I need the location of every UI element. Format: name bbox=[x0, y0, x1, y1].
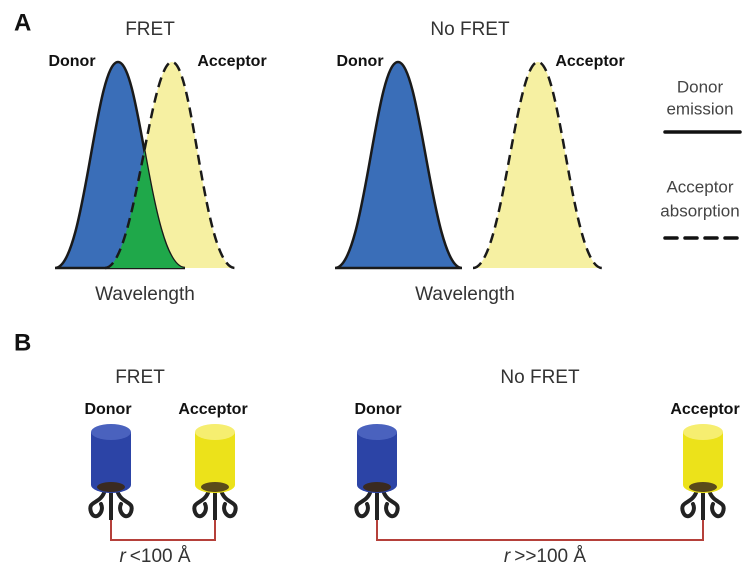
legend: Donor emission Acceptor absorption bbox=[660, 77, 742, 240]
legend-text: Donor bbox=[677, 77, 724, 96]
acceptor-spectrum bbox=[473, 62, 602, 268]
acceptor-outline bbox=[104, 60, 236, 270]
leg bbox=[115, 488, 134, 519]
acceptor-outline bbox=[472, 60, 603, 270]
donor-label: Donor bbox=[354, 401, 401, 418]
leg bbox=[707, 488, 726, 519]
axis-label: Wavelength bbox=[95, 284, 195, 305]
donor-label: Donor bbox=[48, 53, 95, 70]
cylinder-body bbox=[91, 432, 131, 493]
legend-text: emission bbox=[666, 99, 733, 118]
cylinder-body bbox=[357, 432, 397, 493]
leg bbox=[219, 488, 238, 519]
cylinder-base bbox=[97, 482, 125, 492]
leg bbox=[354, 488, 373, 519]
axis-label: Wavelength bbox=[415, 284, 515, 305]
distance-label: r >>100 Å bbox=[504, 546, 586, 567]
cylinder-base bbox=[689, 482, 717, 492]
panel-title: No FRET bbox=[430, 19, 510, 40]
cylinder-top bbox=[195, 424, 235, 440]
distance-value: <100 Å bbox=[130, 546, 191, 567]
cylinder-top bbox=[683, 424, 723, 440]
acceptor-label: Acceptor bbox=[197, 53, 266, 70]
distance-symbol: r bbox=[504, 546, 511, 567]
distance-symbol: r bbox=[119, 546, 126, 567]
donor-label: Donor bbox=[336, 53, 383, 70]
panel-label: A bbox=[14, 9, 31, 36]
legend-text: absorption bbox=[660, 201, 739, 220]
cylinder-top bbox=[91, 424, 131, 440]
acceptor-label: Acceptor bbox=[555, 53, 624, 70]
panel-title: No FRET bbox=[500, 367, 580, 388]
cylinder-top bbox=[357, 424, 397, 440]
cylinder-base bbox=[363, 482, 391, 492]
donor-label: Donor bbox=[84, 401, 131, 418]
cylinder-base bbox=[201, 482, 229, 492]
leg bbox=[88, 488, 107, 519]
donor-spectrum bbox=[334, 60, 463, 270]
acceptor-label: Acceptor bbox=[178, 401, 247, 418]
leg bbox=[680, 488, 699, 519]
molecules bbox=[88, 424, 726, 520]
panel-title: FRET bbox=[115, 367, 165, 388]
legend-text: Acceptor bbox=[666, 177, 733, 196]
distance-label: r <100 Å bbox=[119, 546, 190, 567]
distance-value: >>100 Å bbox=[514, 546, 586, 567]
leg bbox=[192, 488, 211, 519]
cylinder-body bbox=[683, 432, 723, 493]
acceptor-label: Acceptor bbox=[670, 401, 739, 418]
cylinder-body bbox=[195, 432, 235, 493]
leg bbox=[381, 488, 400, 519]
panel-label: B bbox=[14, 329, 31, 356]
panel-title: FRET bbox=[125, 19, 175, 40]
linker bbox=[110, 500, 704, 541]
